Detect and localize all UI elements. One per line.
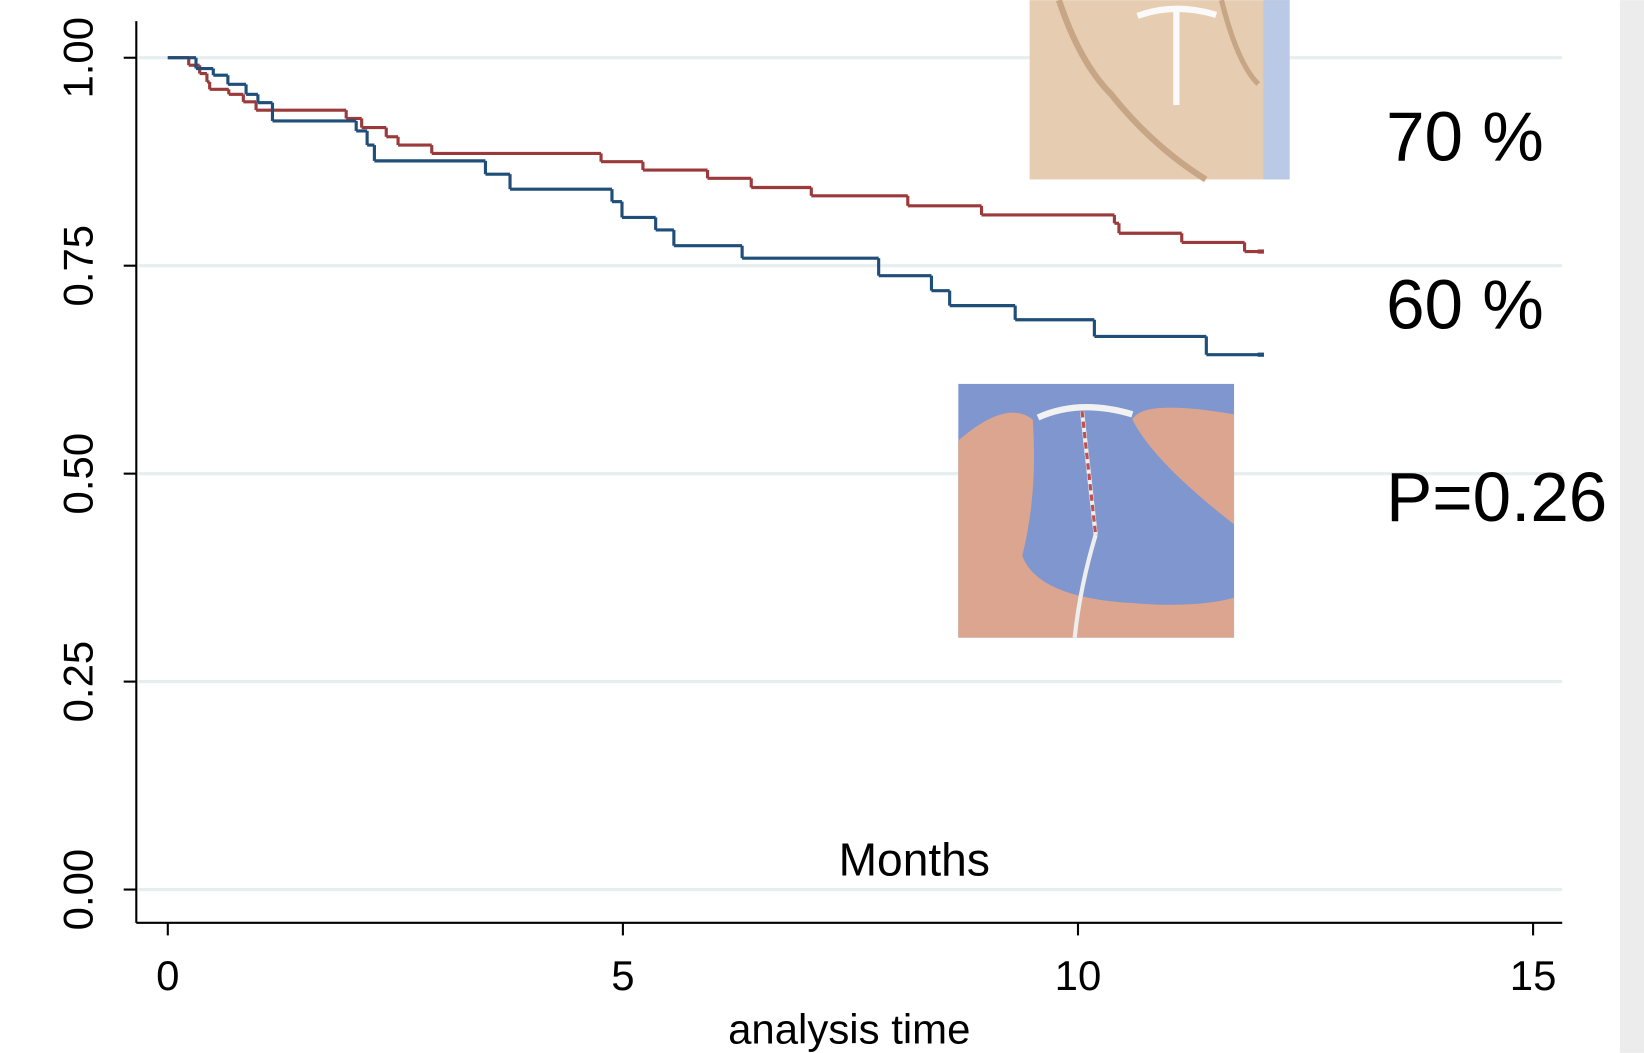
survival-curve — [167, 56, 1264, 357]
x-axis-label: analysis time — [728, 1005, 970, 1052]
x-tick-label: 0 — [156, 952, 179, 999]
grid — [138, 56, 1563, 892]
x-tick-label: 10 — [1055, 952, 1102, 999]
y-tick-label: 0.00 — [54, 849, 101, 931]
photo-hand-iud — [1029, 0, 1290, 183]
annotation: Months — [839, 834, 990, 886]
y-tick-label: 0.25 — [54, 641, 101, 723]
x-tick-label: 5 — [611, 952, 634, 999]
y-tick-label: 0.75 — [54, 225, 101, 307]
annotation: P=0.26 — [1386, 458, 1607, 536]
side-strip — [1619, 0, 1644, 1053]
y-tick-label: 1.00 — [54, 17, 101, 99]
y-tick-label: 0.50 — [54, 433, 101, 515]
x-tick-label: 15 — [1510, 952, 1557, 999]
annotation: 70 % — [1386, 98, 1544, 176]
annotation: 60 % — [1386, 265, 1544, 343]
photo-fingers-iud — [958, 383, 1235, 638]
